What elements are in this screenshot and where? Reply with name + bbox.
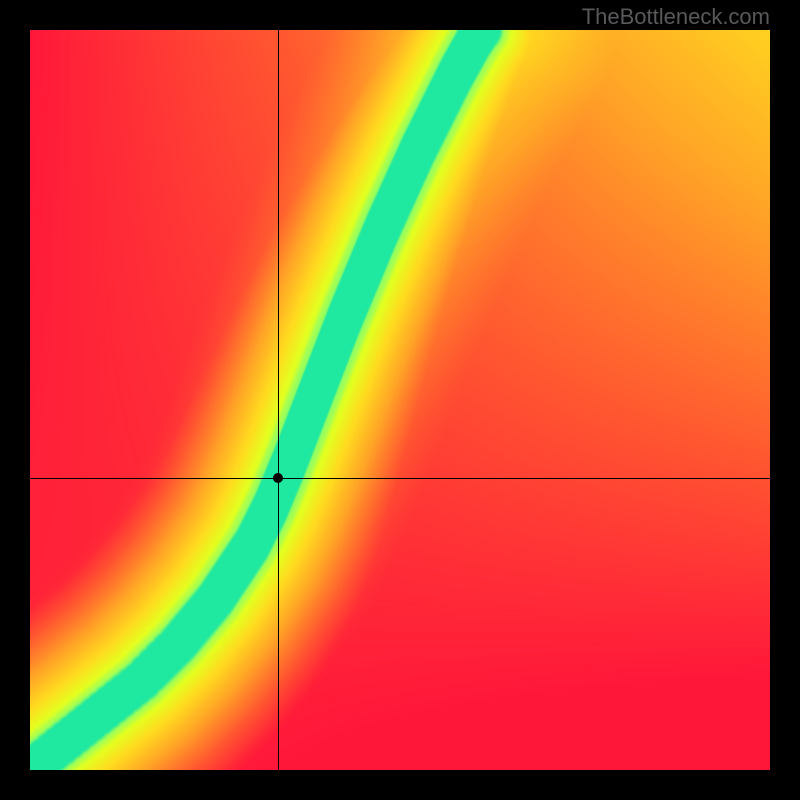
crosshair-vertical <box>278 30 279 770</box>
heatmap-canvas <box>30 30 770 770</box>
heatmap-plot <box>30 30 770 770</box>
crosshair-marker <box>273 473 283 483</box>
crosshair-horizontal <box>30 478 770 479</box>
watermark-text: TheBottleneck.com <box>582 4 770 30</box>
